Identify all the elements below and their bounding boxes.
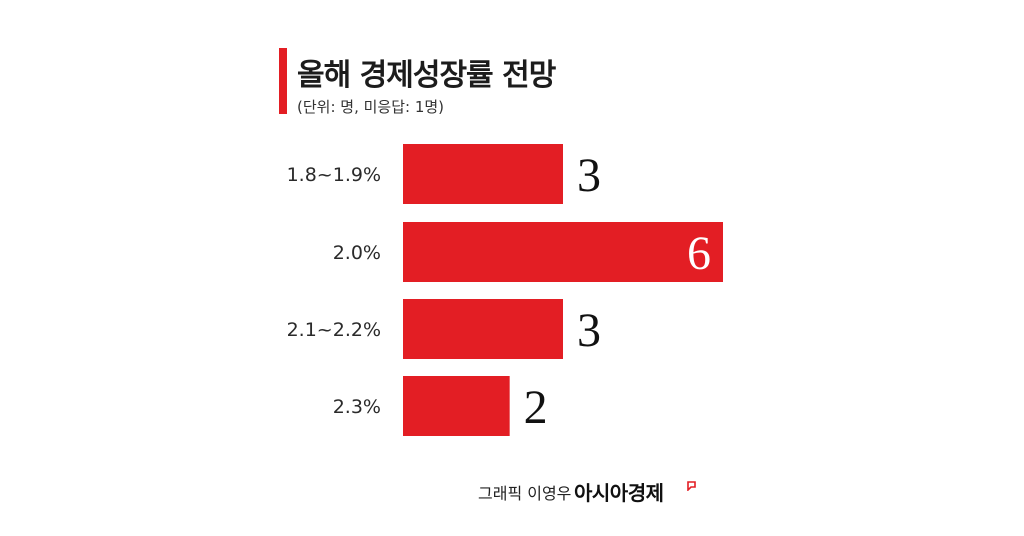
bar — [403, 222, 723, 282]
chart-title: 올해 경제성장률 전망 — [297, 58, 556, 93]
graphic-credit: 그래픽 이영우 — [478, 484, 572, 503]
bar — [403, 144, 563, 204]
brand-logo-text: 아시아경제 — [574, 481, 664, 505]
title-accent-bar — [279, 48, 287, 114]
bar-value-label: 3 — [577, 149, 601, 202]
category-label: 2.0% — [333, 242, 381, 264]
chart-subtitle: (단위: 명, 미응답: 1명) — [297, 98, 445, 116]
bar-value-label: 6 — [687, 227, 711, 280]
category-label: 1.8~1.9% — [287, 164, 381, 186]
category-label: 2.1~2.2% — [287, 319, 381, 341]
bar-value-label: 3 — [577, 304, 601, 357]
bar — [403, 299, 563, 359]
bar — [403, 376, 510, 436]
brand-mark-icon — [687, 481, 696, 491]
category-label: 2.3% — [333, 396, 381, 418]
bar-value-label: 2 — [524, 381, 548, 434]
